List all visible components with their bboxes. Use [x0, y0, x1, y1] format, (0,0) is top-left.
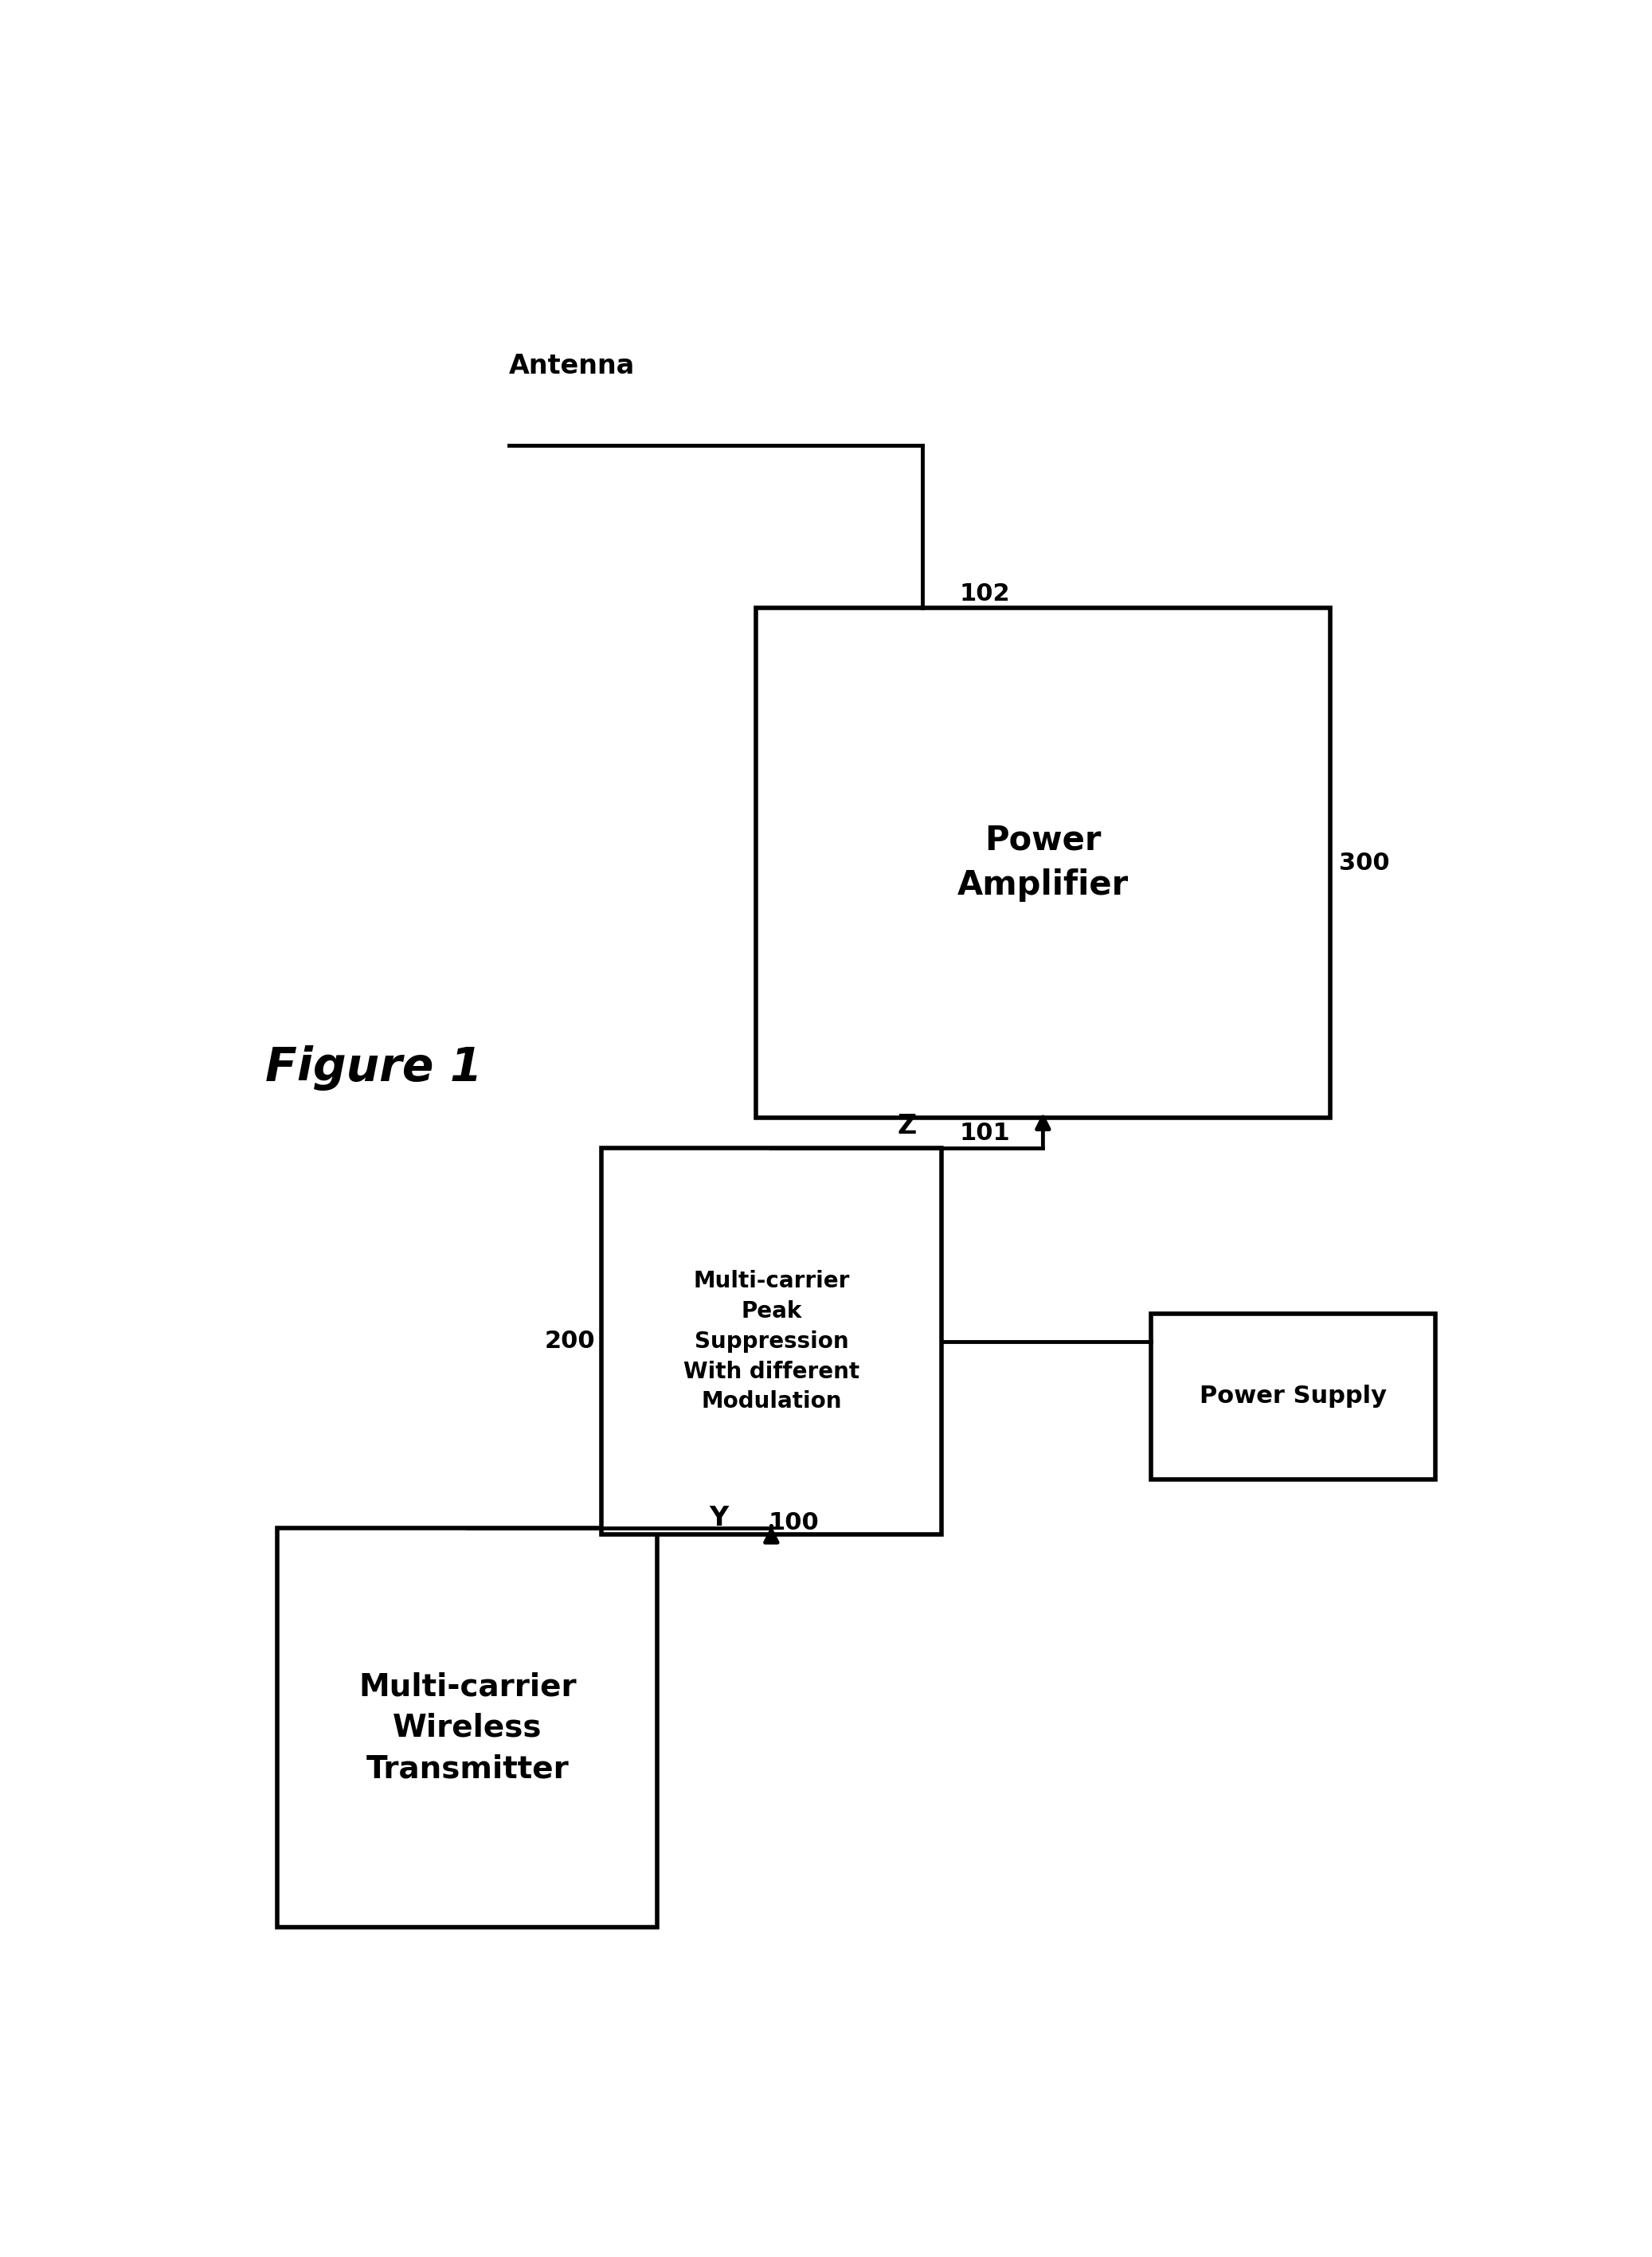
Text: Z: Z — [897, 1113, 917, 1140]
Bar — [757, 607, 1330, 1117]
Bar — [1151, 1314, 1436, 1478]
Bar — [601, 1149, 942, 1535]
Text: 200: 200 — [545, 1329, 595, 1352]
Text: Antenna: Antenna — [509, 352, 634, 379]
Text: 102: 102 — [960, 582, 1011, 605]
Text: 100: 100 — [768, 1512, 819, 1535]
Text: Y: Y — [709, 1505, 729, 1533]
Text: Multi-carrier
Wireless
Transmitter: Multi-carrier Wireless Transmitter — [358, 1672, 577, 1783]
Text: Power
Amplifier: Power Amplifier — [957, 824, 1128, 903]
Bar — [278, 1528, 657, 1927]
Text: Figure 1: Figure 1 — [264, 1045, 482, 1090]
Text: 101: 101 — [960, 1122, 1011, 1144]
Text: Power Supply: Power Supply — [1199, 1386, 1386, 1408]
Text: Multi-carrier
Peak
Suppression
With different
Modulation: Multi-carrier Peak Suppression With diff… — [684, 1271, 859, 1413]
Text: 300: 300 — [1340, 851, 1389, 873]
